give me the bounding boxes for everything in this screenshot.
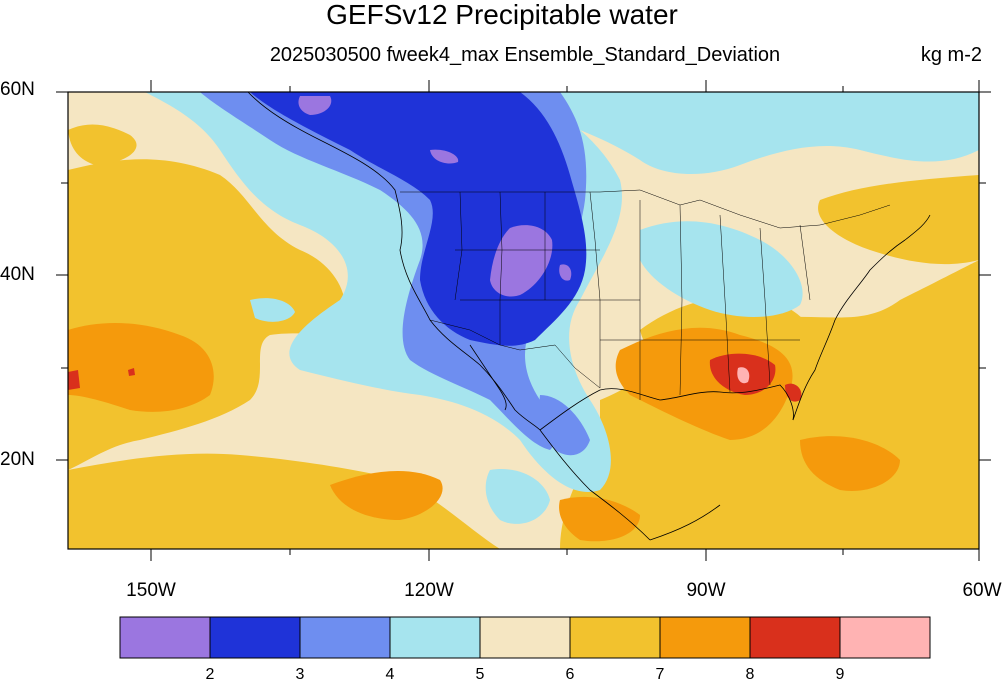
colorbar-swatch — [479, 616, 571, 659]
colorbar-swatch — [569, 616, 661, 659]
lat-label-20n: 20N — [0, 449, 35, 470]
coastline-west — [247, 92, 541, 431]
lon-label-120w: 120W — [404, 580, 454, 601]
colorbar-label: 2 — [205, 666, 215, 683]
colorbar — [119, 616, 931, 659]
field-red-pacific — [68, 370, 80, 390]
colorbar-label: 3 — [295, 666, 305, 683]
map-title: GEFSv12 Precipitable water — [326, 0, 678, 30]
field-red-west — [128, 368, 135, 376]
field-orange-east-tropics — [800, 436, 900, 491]
field-cyan-west-pacific — [250, 298, 295, 322]
field-cyan-tropics — [485, 469, 550, 524]
coastlines — [247, 92, 931, 541]
field-cyan-north — [440, 92, 979, 175]
colorbar-swatch — [749, 616, 841, 659]
lon-label-60w: 60W — [962, 580, 1002, 601]
coastline-east — [792, 214, 931, 421]
colorbar-swatch — [659, 616, 751, 659]
field-orange-pacific — [68, 323, 214, 412]
coastline-mexico-south — [539, 429, 651, 541]
field-orange-south — [559, 496, 640, 542]
colorbar-swatch — [389, 616, 481, 659]
coastline-caribbean — [649, 504, 721, 541]
lon-label-90w: 90W — [686, 580, 726, 601]
colorbar-label: 9 — [835, 666, 845, 683]
coastline-gulf-mexico — [539, 384, 794, 431]
lat-label-60n: 60N — [0, 79, 35, 100]
border-us-mexico — [429, 319, 601, 389]
lon-label-150w: 150W — [126, 580, 176, 601]
colorbar-swatch — [119, 616, 211, 659]
colorbar-swatch — [299, 616, 391, 659]
state-lines — [454, 191, 811, 400]
colorbar-label: 7 — [655, 666, 665, 683]
colorbar-label: 4 — [385, 666, 395, 683]
colorbar-label: 5 — [475, 666, 485, 683]
map-frame — [67, 91, 980, 550]
political-borders — [400, 189, 891, 400]
precipitable-water-field — [68, 92, 979, 549]
axis-ticks — [56, 80, 991, 561]
field-purple-alaska — [298, 96, 332, 115]
colorbar-label: 6 — [565, 666, 575, 683]
coastline-baja — [469, 344, 507, 411]
colorbar-label: 8 — [745, 666, 755, 683]
field-yellow-south — [68, 453, 500, 549]
colorbar-swatch — [839, 616, 931, 659]
field-pink-southeast — [737, 367, 750, 384]
units-label: kg m-2 — [920, 44, 982, 66]
field-purple-mountains — [559, 264, 572, 281]
field-orange-tropics — [330, 470, 443, 520]
field-purple-rockies — [490, 225, 553, 297]
field-purple-canada — [430, 149, 459, 164]
field-yellow-ne — [818, 175, 979, 265]
border-canada-us — [400, 189, 891, 229]
colorbar-swatch — [209, 616, 301, 659]
lat-label-40n: 40N — [0, 264, 35, 285]
field-yellow-nw-pacific — [68, 124, 137, 165]
field-blue-mexico — [539, 395, 590, 456]
map-subtitle: 2025030500 fweek4_max Ensemble_Standard_… — [269, 44, 781, 66]
